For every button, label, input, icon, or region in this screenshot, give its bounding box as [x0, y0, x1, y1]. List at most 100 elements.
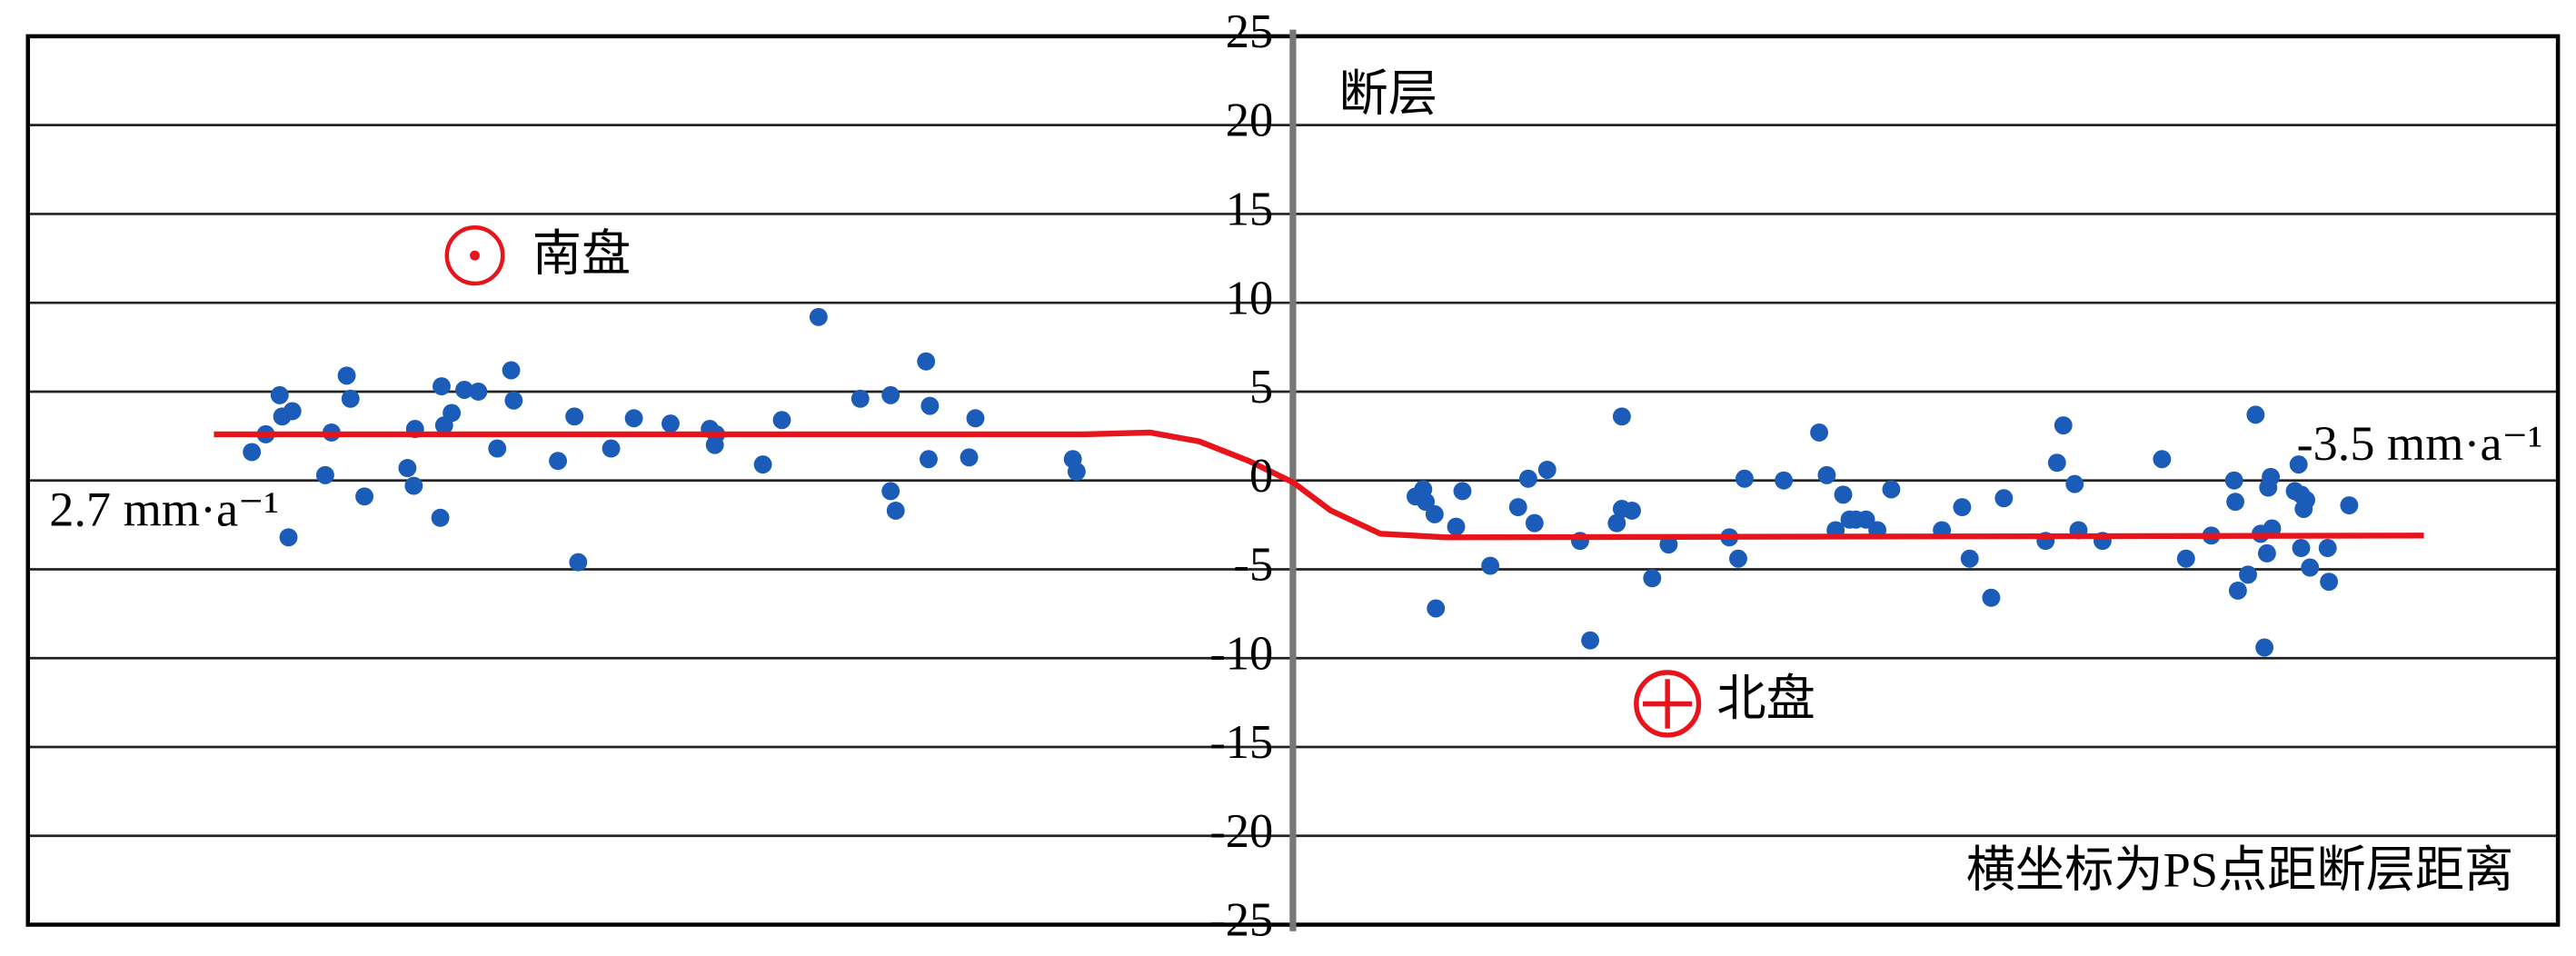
data-point	[2292, 539, 2311, 557]
data-point	[966, 409, 985, 428]
data-point	[2054, 416, 2073, 435]
data-point	[1481, 556, 1500, 575]
data-point	[1982, 588, 2001, 607]
marks	[214, 307, 2424, 657]
data-point	[2297, 491, 2316, 510]
data-point	[1581, 631, 1600, 650]
data-point	[2239, 565, 2257, 584]
data-point	[341, 389, 360, 408]
data-point	[886, 501, 905, 520]
data-point	[2246, 405, 2265, 424]
data-point	[1960, 549, 1979, 568]
data-point	[920, 450, 938, 469]
data-point	[1508, 498, 1527, 517]
data-point	[569, 553, 588, 572]
y-tick-label: 0	[1249, 450, 1273, 503]
south-rate-label: 2.7 mm·a⁻¹	[49, 482, 279, 536]
data-point	[1810, 423, 1829, 442]
data-point	[2257, 543, 2276, 563]
y-tick-label: -10	[1209, 627, 1273, 680]
y-tick-label: 15	[1226, 183, 1273, 235]
south-symbol-dot	[470, 250, 480, 261]
data-point	[1427, 599, 1446, 618]
data-point	[1612, 407, 1631, 426]
data-point	[2153, 450, 2172, 469]
data-point	[602, 439, 621, 458]
data-point	[2224, 471, 2243, 490]
data-point	[1607, 513, 1626, 533]
data-point	[1882, 480, 1901, 499]
data-point	[404, 476, 423, 495]
data-point	[279, 528, 298, 547]
data-point	[1834, 485, 1853, 504]
data-point	[2176, 549, 2195, 568]
north-symbol	[1634, 670, 1702, 738]
data-point	[960, 448, 979, 467]
data-point	[355, 487, 374, 506]
south-symbol	[444, 225, 505, 286]
fault-label: 断层	[1339, 66, 1437, 121]
y-tick-label: 5	[1249, 361, 1273, 413]
fit-line	[214, 429, 2424, 541]
data-point	[2320, 573, 2339, 592]
data-point	[661, 414, 680, 433]
data-point	[1994, 489, 2014, 508]
y-tick-label: -5	[1234, 538, 1274, 591]
y-tick-label: 10	[1226, 272, 1273, 324]
data-point	[565, 407, 584, 426]
data-point	[2340, 496, 2359, 515]
data-point	[624, 409, 643, 428]
data-point	[2228, 581, 2247, 600]
north-symbol-cross	[1643, 679, 1693, 729]
data-point	[2301, 558, 2320, 577]
data-point	[488, 439, 507, 458]
data-point	[1453, 482, 1472, 501]
data-point	[881, 385, 900, 404]
y-tick-label: 25	[1226, 5, 1273, 58]
data-point	[920, 396, 940, 415]
data-point	[243, 443, 262, 462]
data-point	[1623, 501, 1641, 520]
data-point	[2047, 453, 2066, 473]
data-point	[1817, 465, 1836, 484]
y-tick-label: -25	[1209, 894, 1273, 947]
south-label: 南盘	[532, 226, 631, 281]
data-point	[337, 366, 356, 385]
data-point	[1643, 569, 1662, 588]
data-point	[1953, 498, 1972, 517]
x-axis-note: 横坐标为PS点距断层距离	[1966, 843, 2514, 898]
data-point	[1729, 549, 1747, 568]
data-point	[1425, 504, 1444, 523]
data-point	[1525, 513, 1544, 533]
data-point	[504, 391, 523, 410]
data-point	[549, 452, 568, 471]
data-point	[2065, 474, 2084, 493]
data-point	[283, 402, 302, 421]
data-point	[1537, 461, 1557, 479]
y-tick-label: -20	[1209, 805, 1273, 858]
data-point	[2255, 638, 2274, 657]
data-point	[433, 377, 451, 396]
data-point	[1856, 510, 1875, 529]
data-point	[398, 459, 417, 478]
data-point	[809, 307, 828, 326]
y-tick-label: 20	[1226, 95, 1273, 147]
data-point	[443, 403, 462, 423]
data-point	[753, 455, 772, 474]
data-point	[502, 361, 521, 380]
data-point	[431, 508, 450, 527]
data-point	[850, 389, 870, 408]
data-point	[2318, 539, 2337, 557]
data-point	[1067, 462, 1086, 481]
north-rate-label: -3.5 mm·a⁻¹	[2297, 416, 2543, 471]
data-point	[917, 352, 936, 371]
data-point	[270, 385, 289, 404]
data-point	[455, 381, 473, 399]
north-label: 北盘	[1716, 672, 1815, 726]
data-point	[2289, 455, 2308, 474]
y-tick-label: -15	[1209, 716, 1273, 769]
data-point	[315, 465, 334, 484]
data-point	[772, 411, 791, 430]
data-point	[1775, 471, 1794, 490]
